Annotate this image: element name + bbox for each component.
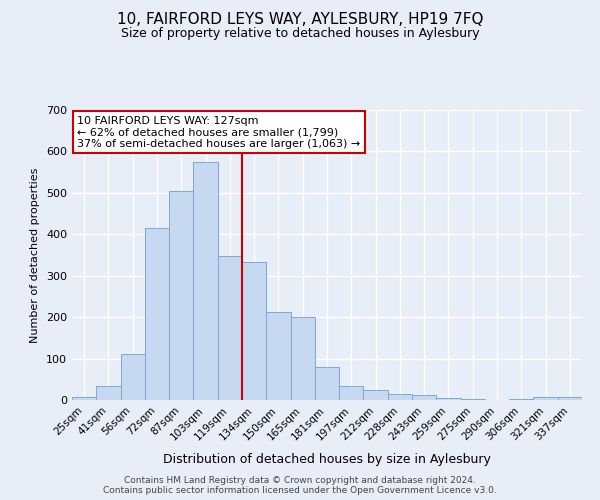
Bar (145, 228, 169, 400)
Text: 10, FAIRFORD LEYS WAY, AYLESBURY, HP19 7FQ: 10, FAIRFORD LEYS WAY, AYLESBURY, HP19 7… (117, 12, 483, 28)
Bar (218, 256, 242, 400)
Bar (509, 399, 533, 400)
Bar (412, 394, 436, 400)
Bar (558, 396, 582, 400)
Bar (169, 191, 193, 400)
Bar (388, 394, 412, 400)
Bar (242, 262, 266, 400)
Bar (193, 162, 218, 400)
Bar (266, 312, 290, 400)
Bar (315, 367, 339, 400)
Text: Contains public sector information licensed under the Open Government Licence v3: Contains public sector information licen… (103, 486, 497, 495)
Bar (339, 386, 364, 400)
Bar (290, 317, 315, 400)
X-axis label: Distribution of detached houses by size in Aylesbury: Distribution of detached houses by size … (163, 453, 491, 466)
Bar (121, 354, 145, 400)
Bar (96, 386, 121, 400)
Y-axis label: Number of detached properties: Number of detached properties (31, 168, 40, 342)
Bar (364, 390, 388, 400)
Text: 10 FAIRFORD LEYS WAY: 127sqm
← 62% of detached houses are smaller (1,799)
37% of: 10 FAIRFORD LEYS WAY: 127sqm ← 62% of de… (77, 116, 361, 149)
Text: Contains HM Land Registry data © Crown copyright and database right 2024.: Contains HM Land Registry data © Crown c… (124, 476, 476, 485)
Bar (436, 398, 461, 400)
Bar (533, 396, 558, 400)
Text: Size of property relative to detached houses in Aylesbury: Size of property relative to detached ho… (121, 28, 479, 40)
Bar (461, 399, 485, 400)
Bar (72, 396, 96, 400)
